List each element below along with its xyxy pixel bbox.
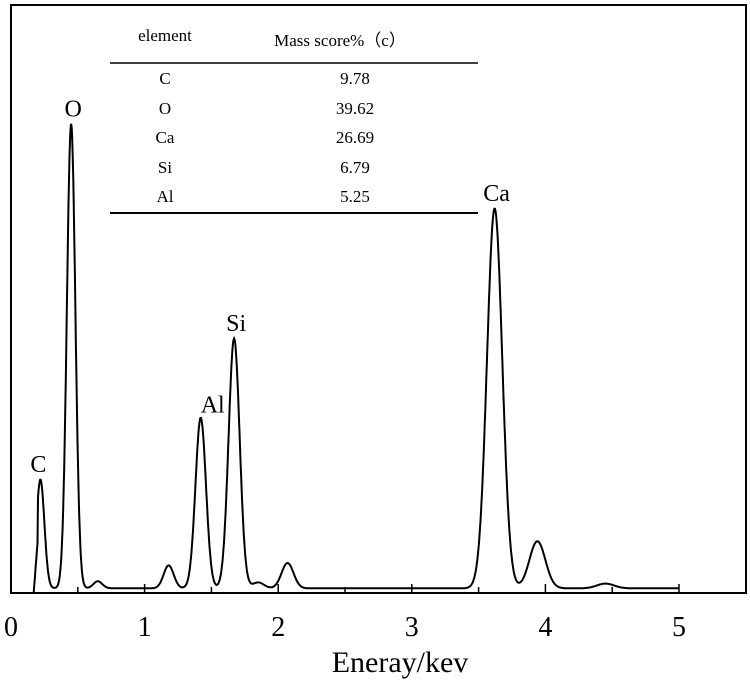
table-cell-element: Ca: [155, 128, 175, 147]
x-tick-label: 3: [405, 612, 419, 643]
x-tick-label: 4: [538, 612, 552, 643]
table-header-element: element: [138, 26, 192, 45]
table-cell-mass: 6.79: [340, 157, 370, 177]
table-cell-element: C: [159, 69, 171, 88]
plot-frame: [10, 4, 747, 594]
table-cell-mass: 26.69: [335, 128, 375, 147]
x-axis-label: Eneray/kev: [332, 646, 469, 679]
table-cell-mass: 39.62: [335, 98, 375, 118]
table-cell-element: Al: [156, 187, 174, 206]
peak-label-al: Al: [201, 392, 225, 418]
x-tick-label: 2: [271, 612, 285, 643]
table-header-mass: Mass score%（c）: [274, 31, 406, 50]
x-tick-label: 0: [4, 612, 18, 643]
x-tick-label: 1: [138, 612, 152, 643]
peak-label-si: Si: [226, 311, 246, 337]
x-tick-label: 5: [672, 612, 686, 643]
table-cell-mass: 9.78: [340, 69, 370, 88]
spectrum-line: [32, 123, 679, 594]
peak-label-ca: Ca: [483, 181, 510, 207]
table-cell-element: O: [158, 98, 172, 118]
table-cell-element: Si: [157, 157, 173, 177]
table-cell-mass: 5.25: [340, 187, 370, 206]
peak-label-o: O: [64, 96, 81, 122]
peak-label-c: C: [30, 452, 46, 478]
